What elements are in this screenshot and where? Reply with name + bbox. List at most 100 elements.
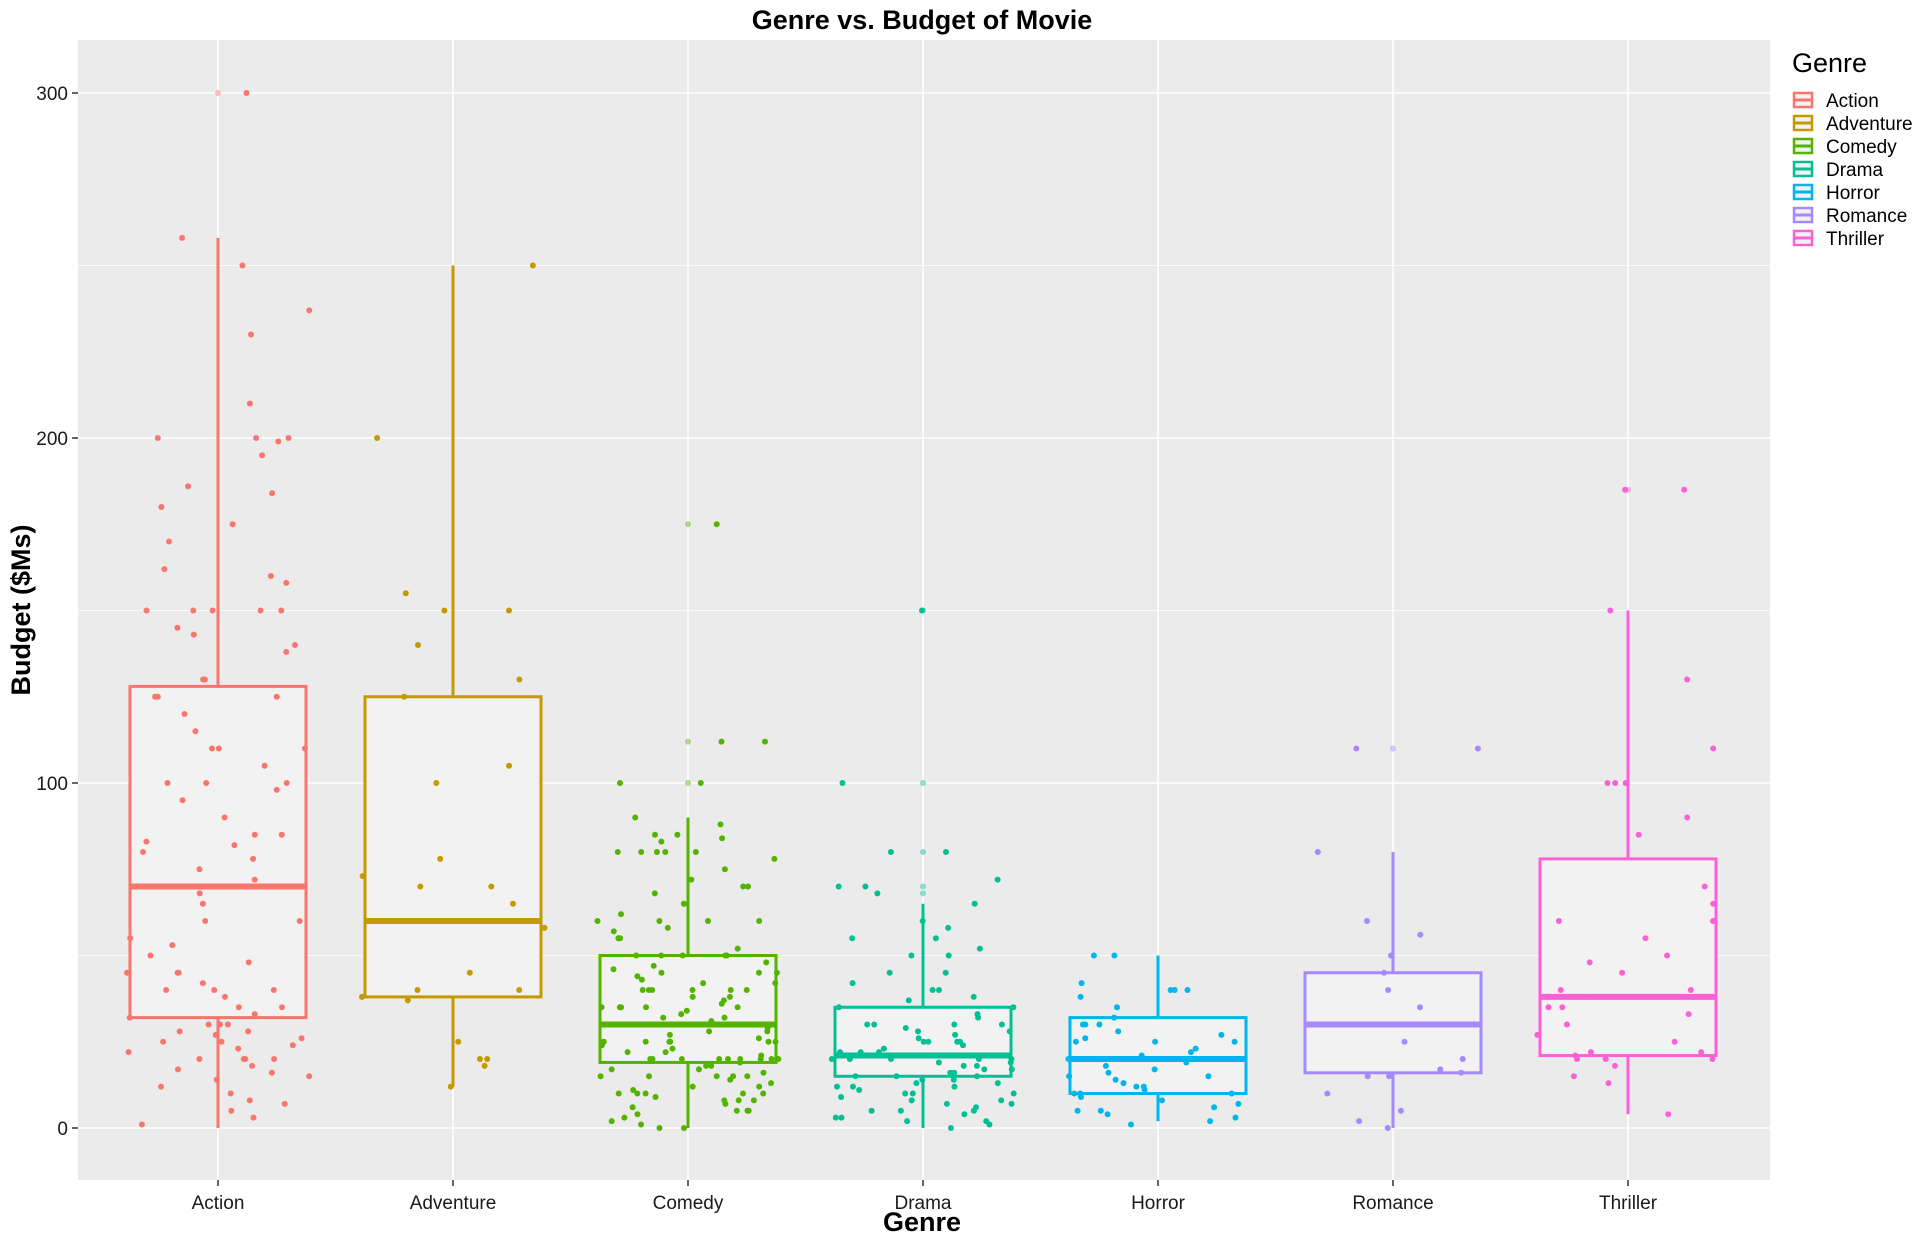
data-point (1078, 980, 1085, 987)
data-point (227, 1090, 234, 1097)
box-body (128, 684, 308, 1020)
data-point (638, 976, 645, 983)
data-point (124, 969, 130, 976)
data-point (1459, 1056, 1466, 1062)
y-tick-label: 200 (36, 429, 68, 450)
data-point (414, 987, 421, 993)
box-romance (1303, 745, 1483, 1128)
data-point (725, 1056, 731, 1062)
data-point (140, 849, 146, 855)
data-point (660, 1014, 667, 1021)
data-point (1687, 987, 1694, 993)
data-point (1396, 1021, 1403, 1028)
data-point (919, 1052, 925, 1059)
outlier-point (920, 883, 926, 890)
data-point (125, 1049, 132, 1056)
data-point (1090, 952, 1097, 959)
data-point (1105, 1069, 1112, 1076)
points-adventure (359, 262, 548, 1090)
data-point (1082, 1035, 1089, 1042)
data-point (951, 1021, 958, 1028)
data-point (229, 521, 236, 528)
data-point (708, 1018, 715, 1025)
data-point (246, 400, 253, 407)
points-romance (1303, 745, 1481, 1131)
chart-title: Genre vs. Budget of Movie (752, 5, 1093, 35)
data-point (706, 1028, 713, 1035)
data-point (1710, 918, 1716, 924)
data-point (359, 873, 366, 880)
data-point (1008, 1100, 1015, 1107)
data-point (618, 911, 624, 918)
x-tick-label: Action (192, 1193, 245, 1214)
data-point (1088, 1056, 1094, 1062)
data-point (700, 980, 707, 987)
data-point (185, 483, 192, 490)
data-point (1583, 993, 1590, 1000)
legend-item-romance: Romance (1792, 206, 1907, 227)
data-point (935, 1059, 942, 1066)
data-point (169, 942, 176, 949)
data-point (763, 959, 770, 966)
data-point (696, 1066, 702, 1073)
data-point (887, 849, 894, 855)
data-point (1191, 1056, 1198, 1062)
data-point (658, 969, 665, 976)
box-horror (1068, 955, 1248, 1122)
x-tick-label: Horror (1131, 1193, 1186, 1214)
data-point (249, 1062, 256, 1069)
data-point (251, 1011, 258, 1018)
data-point (669, 1045, 676, 1052)
data-point (152, 693, 159, 700)
data-point (285, 435, 292, 441)
data-point (455, 1038, 462, 1045)
data-point (678, 1056, 685, 1062)
data-point (306, 1073, 313, 1080)
data-point (402, 590, 409, 597)
data-point (213, 1076, 220, 1083)
data-point (292, 642, 298, 648)
data-point (1388, 952, 1394, 959)
data-point (708, 1062, 715, 1069)
data-point (1151, 1066, 1158, 1073)
data-point (1364, 1073, 1371, 1080)
data-point (681, 900, 688, 907)
data-point (756, 918, 763, 924)
legend-item-comedy: Comedy (1792, 137, 1897, 158)
data-point (289, 1042, 296, 1049)
data-point (897, 1107, 904, 1114)
data-point (1211, 1104, 1218, 1111)
y-tick-label: 100 (36, 774, 68, 795)
data-point (199, 900, 206, 907)
legend-label: Thriller (1826, 229, 1885, 250)
data-point (211, 987, 218, 993)
data-point (909, 1090, 916, 1097)
data-point (639, 987, 646, 993)
data-point (298, 1035, 305, 1042)
data-point (510, 900, 516, 907)
data-point (217, 1021, 223, 1028)
data-point (1010, 1004, 1017, 1011)
data-point (745, 883, 751, 890)
data-point (224, 1021, 231, 1028)
data-point (281, 1100, 288, 1107)
data-point (1574, 1056, 1580, 1062)
data-point (919, 607, 925, 614)
data-point (656, 1021, 663, 1028)
data-point (976, 945, 983, 952)
data-point (852, 1073, 859, 1080)
data-point (880, 1045, 887, 1052)
data-point (1138, 1052, 1145, 1059)
data-point (773, 969, 780, 976)
data-point (179, 234, 186, 241)
data-point (645, 987, 652, 993)
x-tick-label: Drama (894, 1193, 951, 1214)
data-point (908, 1097, 915, 1104)
data-point (1474, 745, 1481, 752)
data-point (961, 1111, 968, 1118)
data-point (750, 1097, 757, 1104)
data-point (998, 1097, 1005, 1104)
data-point (278, 607, 285, 614)
outlier-point (920, 890, 926, 897)
data-point (484, 1056, 491, 1062)
